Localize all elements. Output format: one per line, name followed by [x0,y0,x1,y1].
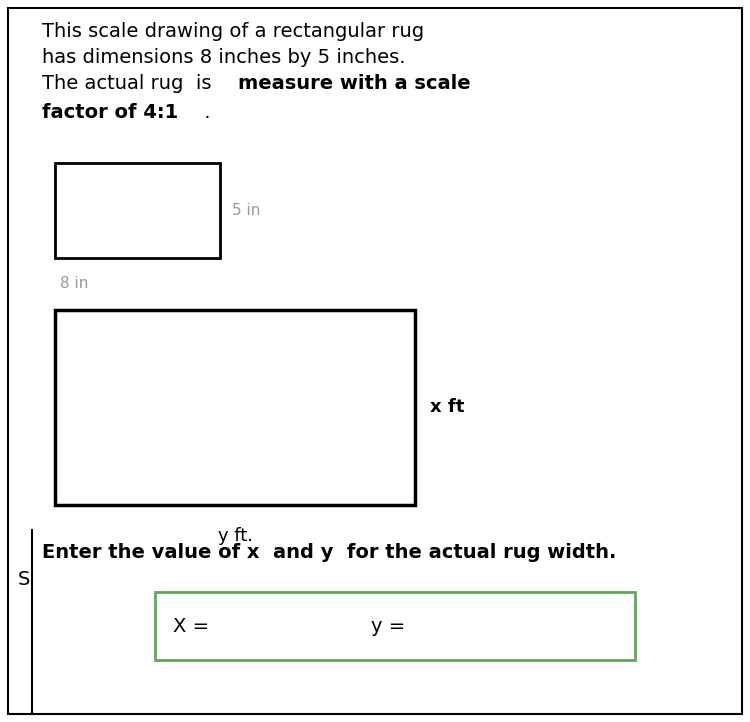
Text: 5 in: 5 in [232,203,260,218]
Text: 8 in: 8 in [60,276,88,291]
Text: measure with a scale: measure with a scale [238,74,471,93]
Text: .: . [198,103,211,122]
Text: has dimensions 8 inches by 5 inches.: has dimensions 8 inches by 5 inches. [42,48,406,67]
Bar [155,592,635,660]
Text: X =: X = [173,617,209,635]
Text: factor of 4:1: factor of 4:1 [42,103,178,122]
Text: y =: y = [371,617,405,635]
Text: x ft: x ft [430,399,464,417]
Text: S: S [18,570,30,589]
Text: This scale drawing of a rectangular rug: This scale drawing of a rectangular rug [42,22,424,41]
Text: y ft.: y ft. [217,527,253,545]
Text: The actual rug  is: The actual rug is [42,74,224,93]
Bar [55,163,220,258]
Text: Enter the value of x  and y  for the actual rug width.: Enter the value of x and y for the actua… [42,543,616,562]
Bar [55,310,415,505]
